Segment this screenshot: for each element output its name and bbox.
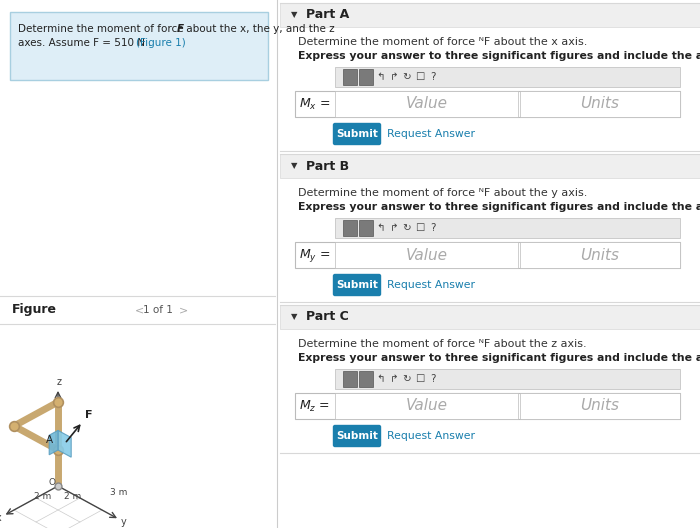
Text: 1 of 1: 1 of 1 (143, 305, 173, 315)
FancyBboxPatch shape (333, 124, 381, 145)
FancyBboxPatch shape (333, 426, 381, 447)
Text: ☐: ☐ (415, 374, 425, 384)
Text: Units: Units (580, 97, 620, 111)
FancyBboxPatch shape (359, 371, 373, 387)
Text: Determine the moment of force ᴺF about the y axis.: Determine the moment of force ᴺF about t… (298, 188, 587, 198)
FancyBboxPatch shape (280, 305, 700, 329)
Text: Figure: Figure (12, 304, 57, 316)
Text: Units: Units (580, 248, 620, 262)
Text: ↰: ↰ (377, 374, 386, 384)
Text: O: O (48, 478, 55, 487)
Text: 2 m: 2 m (64, 492, 82, 501)
FancyBboxPatch shape (295, 242, 680, 268)
Text: A: A (46, 435, 53, 445)
FancyBboxPatch shape (335, 91, 518, 117)
Text: y: y (120, 516, 127, 526)
FancyBboxPatch shape (335, 369, 680, 389)
Text: >: > (178, 305, 188, 315)
Text: about the x, the y, and the z: about the x, the y, and the z (183, 24, 335, 34)
Text: ↻: ↻ (402, 72, 412, 82)
FancyBboxPatch shape (520, 242, 680, 268)
Text: Express your answer to three significant figures and include the appropriate uni: Express your answer to three significant… (298, 51, 700, 61)
Text: F: F (177, 24, 184, 34)
Polygon shape (58, 430, 71, 457)
FancyBboxPatch shape (280, 3, 700, 27)
FancyBboxPatch shape (335, 393, 518, 419)
Text: $M_z$ =: $M_z$ = (299, 399, 330, 413)
Text: x: x (0, 513, 2, 523)
Text: Units: Units (580, 399, 620, 413)
Text: axes. Assume F = 510 N .: axes. Assume F = 510 N . (18, 38, 155, 48)
FancyBboxPatch shape (335, 242, 518, 268)
Text: 3 m: 3 m (110, 488, 127, 497)
Text: ▼: ▼ (290, 11, 298, 20)
Text: Submit: Submit (336, 129, 378, 139)
Text: ☐: ☐ (415, 223, 425, 233)
Text: ↰: ↰ (377, 72, 386, 82)
Text: Value: Value (405, 97, 447, 111)
Text: Submit: Submit (336, 431, 378, 441)
Text: Request Answer: Request Answer (387, 431, 475, 441)
Text: Part A: Part A (306, 8, 349, 22)
Text: Submit: Submit (336, 280, 378, 290)
Text: ↱: ↱ (390, 223, 398, 233)
FancyBboxPatch shape (343, 371, 357, 387)
FancyBboxPatch shape (335, 218, 680, 238)
Text: Part C: Part C (306, 310, 349, 324)
Text: Determine the moment of force ᴺF about the x axis.: Determine the moment of force ᴺF about t… (298, 37, 587, 47)
FancyBboxPatch shape (295, 393, 680, 419)
Text: ▼: ▼ (290, 313, 298, 322)
Text: <: < (135, 305, 145, 315)
Text: (Figure 1): (Figure 1) (136, 38, 186, 48)
Text: z: z (57, 377, 62, 387)
Text: Request Answer: Request Answer (387, 280, 475, 290)
Text: Express your answer to three significant figures and include the appropriate uni: Express your answer to three significant… (298, 202, 700, 212)
Text: ▼: ▼ (290, 162, 298, 171)
FancyBboxPatch shape (10, 12, 268, 80)
Text: ☐: ☐ (415, 72, 425, 82)
Text: F: F (85, 410, 92, 420)
FancyBboxPatch shape (295, 91, 680, 117)
Text: ?: ? (430, 374, 435, 384)
Text: Determine the moment of force: Determine the moment of force (18, 24, 187, 34)
Text: ?: ? (430, 72, 435, 82)
FancyBboxPatch shape (333, 275, 381, 296)
FancyBboxPatch shape (280, 154, 700, 178)
Text: ↻: ↻ (402, 374, 412, 384)
Text: Part B: Part B (306, 159, 349, 173)
Text: Value: Value (405, 248, 447, 262)
Text: $M_x$ =: $M_x$ = (299, 97, 330, 111)
Text: ↻: ↻ (402, 223, 412, 233)
Text: ↱: ↱ (390, 72, 398, 82)
FancyBboxPatch shape (335, 67, 680, 87)
FancyBboxPatch shape (343, 220, 357, 236)
FancyBboxPatch shape (520, 91, 680, 117)
Text: ↱: ↱ (390, 374, 398, 384)
Text: Express your answer to three significant figures and include the appropriate uni: Express your answer to three significant… (298, 353, 700, 363)
FancyBboxPatch shape (359, 69, 373, 85)
Text: $M_y$ =: $M_y$ = (299, 247, 330, 263)
Text: Determine the moment of force ᴺF about the z axis.: Determine the moment of force ᴺF about t… (298, 339, 587, 349)
Text: 2 m: 2 m (34, 492, 52, 501)
Text: Request Answer: Request Answer (387, 129, 475, 139)
Polygon shape (49, 430, 58, 455)
Text: ?: ? (430, 223, 435, 233)
FancyBboxPatch shape (359, 220, 373, 236)
Text: Value: Value (405, 399, 447, 413)
FancyBboxPatch shape (343, 69, 357, 85)
Text: ↰: ↰ (377, 223, 386, 233)
FancyBboxPatch shape (520, 393, 680, 419)
